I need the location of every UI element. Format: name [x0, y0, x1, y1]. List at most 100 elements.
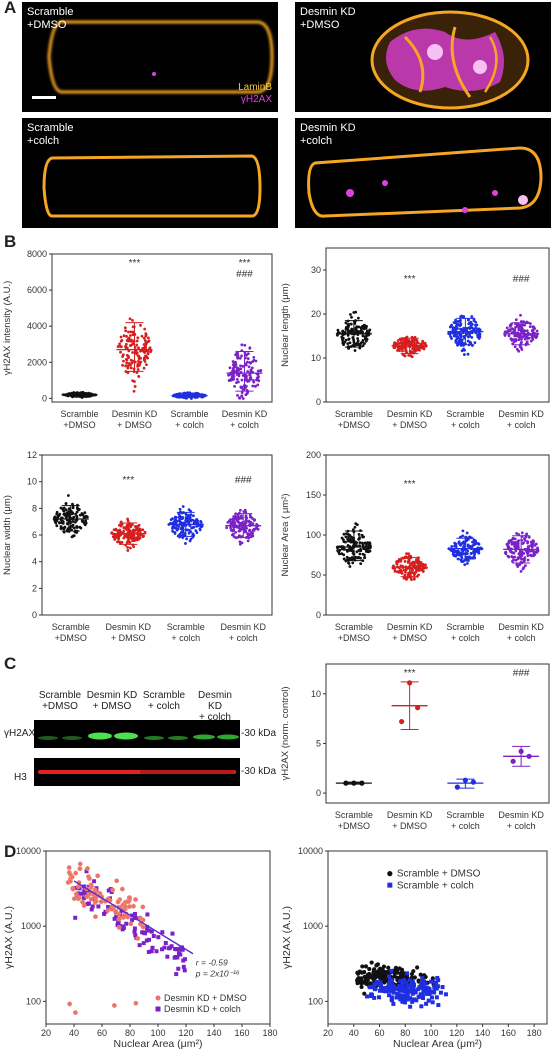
blot-kda-h3: -30 kDa	[241, 766, 277, 777]
data-point	[367, 331, 371, 334]
data-point	[66, 494, 70, 497]
data-point	[124, 364, 127, 368]
legend-marker	[155, 1006, 161, 1012]
data-point	[189, 518, 193, 522]
data-point	[355, 544, 358, 547]
data-point	[143, 357, 146, 361]
data-point	[511, 542, 515, 546]
y-tick-label: 4000	[27, 321, 47, 331]
data-point-desmin-dmso	[133, 897, 139, 903]
data-point-desmin-colch	[103, 909, 108, 914]
data-point	[346, 561, 350, 565]
y-tick-label: 100	[306, 530, 321, 540]
data-point	[239, 508, 242, 512]
data-point-scramble-colch	[397, 988, 402, 993]
group-label: + colch	[451, 821, 480, 831]
data-point	[238, 540, 242, 544]
data-point-scramble-colch	[408, 989, 413, 994]
data-point	[414, 348, 418, 352]
data-point	[251, 517, 254, 520]
data-point	[516, 544, 520, 548]
data-point	[131, 535, 135, 539]
data-point	[393, 567, 397, 571]
data-point	[354, 522, 358, 526]
data-point-desmin-dmso	[133, 1000, 139, 1006]
data-point	[349, 538, 353, 542]
significance-label: ***	[122, 475, 134, 486]
data-point	[128, 536, 132, 540]
data-point	[361, 334, 365, 338]
data-point-scramble-colch	[435, 975, 440, 980]
data-point	[510, 758, 516, 764]
group-label: + colch	[171, 633, 200, 643]
data-point	[239, 364, 242, 368]
y-tick-label: 8000	[27, 249, 47, 259]
lane-label: Scramble	[38, 690, 82, 701]
y-tick-label: 6000	[27, 285, 47, 295]
data-point	[342, 532, 346, 536]
data-point	[353, 525, 357, 529]
data-point	[232, 361, 236, 365]
data-point	[346, 330, 350, 333]
data-point	[524, 335, 528, 339]
data-point	[58, 521, 61, 525]
data-point	[522, 566, 526, 570]
data-point-desmin-dmso	[84, 894, 90, 900]
data-point-scramble-colch	[400, 987, 405, 992]
significance-label: ###	[513, 668, 530, 679]
data-point	[243, 508, 247, 512]
data-point	[347, 347, 350, 350]
significance-label: ###	[235, 475, 252, 486]
data-point	[457, 541, 461, 545]
data-point	[368, 328, 372, 332]
data-point	[66, 514, 70, 518]
data-point	[130, 533, 134, 537]
group-label: + DMSO	[392, 420, 427, 430]
data-point-scramble-dmso	[354, 978, 360, 983]
data-point-scramble-dmso	[379, 971, 384, 976]
group-label: Desmin KD	[112, 409, 158, 419]
data-point	[506, 330, 510, 334]
data-point	[254, 359, 258, 363]
data-point-scramble-colch	[382, 985, 387, 990]
data-point	[55, 510, 59, 514]
data-point	[256, 369, 260, 373]
data-point	[449, 335, 453, 339]
data-point	[478, 328, 482, 332]
data-point	[519, 346, 523, 350]
group-label: +DMSO	[338, 633, 370, 643]
data-point	[123, 326, 127, 330]
data-point-scramble-colch	[430, 1000, 435, 1005]
data-point-desmin-dmso	[93, 914, 98, 920]
data-point	[59, 527, 63, 531]
data-point	[531, 337, 535, 341]
data-point-scramble-colch	[404, 996, 409, 1001]
data-point	[514, 549, 518, 553]
data-point-desmin-dmso	[122, 904, 128, 910]
group-label: Desmin KD	[498, 409, 544, 419]
data-point-scramble-colch	[364, 994, 369, 999]
y-tick-label: 10	[311, 689, 321, 699]
data-point	[454, 542, 458, 546]
data-point	[171, 517, 174, 521]
data-point-scramble-colch	[401, 978, 406, 983]
data-point	[229, 526, 233, 530]
data-point	[139, 356, 143, 360]
data-point-scramble-colch	[387, 988, 392, 993]
plot-b4: 0 50 100 150 200 Nuclear Area ( μm²) Scramble +…	[278, 445, 555, 655]
data-point	[133, 385, 137, 388]
blot-h2ax-strip	[34, 720, 240, 748]
data-point	[464, 535, 467, 539]
data-point	[416, 558, 420, 562]
data-point	[523, 323, 526, 327]
data-point-desmin-colch	[140, 930, 145, 935]
legend-entry: Desmin KD + DMSO	[164, 993, 247, 1003]
data-point	[246, 539, 250, 543]
data-point-scramble-dmso	[395, 977, 400, 983]
data-point	[117, 537, 120, 541]
data-point-desmin-colch	[82, 889, 87, 894]
plot-d2: 20 40 60 80 100 120 140 160 180 100 1000 10000 Nucle…	[278, 845, 555, 1050]
data-point-scramble-colch	[398, 997, 403, 1002]
data-point-desmin-dmso	[111, 1003, 117, 1008]
data-point	[229, 518, 233, 521]
